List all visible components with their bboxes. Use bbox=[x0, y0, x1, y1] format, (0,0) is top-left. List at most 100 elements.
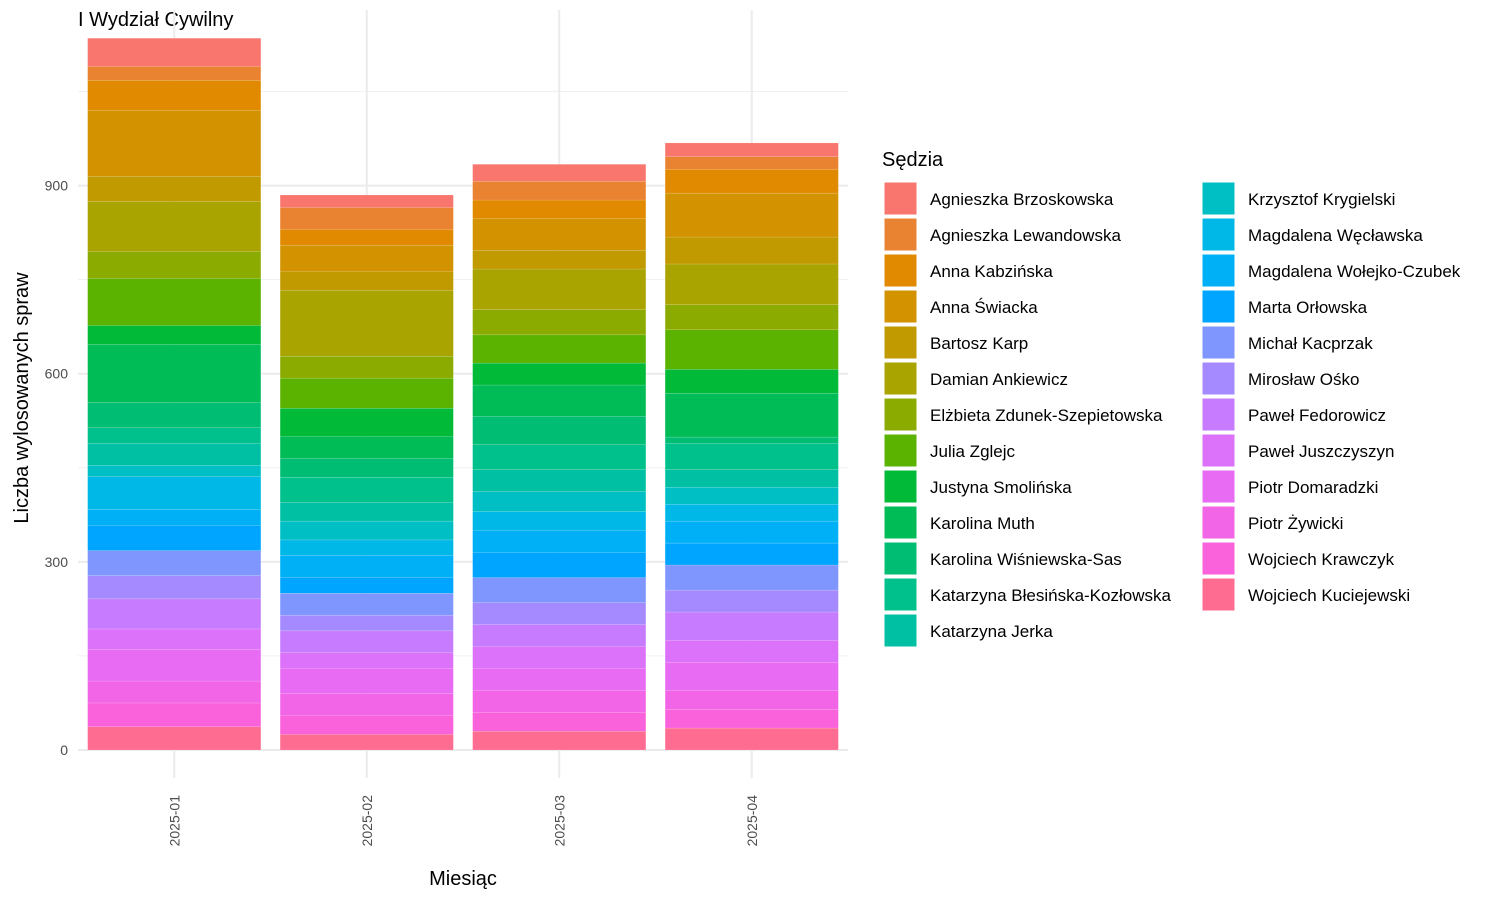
bar-segment bbox=[87, 110, 262, 177]
legend-key bbox=[883, 289, 918, 324]
bar-segment bbox=[664, 169, 839, 194]
x-tick-label: 2025-04 bbox=[744, 795, 760, 847]
legend-key bbox=[1201, 217, 1236, 252]
bar-segment bbox=[87, 525, 262, 551]
bar-segment bbox=[472, 334, 647, 364]
legend-label: Bartosz Karp bbox=[930, 334, 1028, 353]
legend-key bbox=[1201, 289, 1236, 324]
bar-segment bbox=[279, 734, 454, 751]
bar-segment bbox=[87, 550, 262, 576]
legend-key bbox=[1201, 541, 1236, 576]
bar-segment bbox=[279, 436, 454, 459]
bar-segment bbox=[279, 377, 454, 409]
bar-segment bbox=[279, 502, 454, 522]
legend-key bbox=[883, 469, 918, 504]
bar-segment bbox=[87, 38, 262, 67]
bar-segment bbox=[664, 392, 839, 438]
legend-label: Karolina Wiśniewska-Sas bbox=[930, 550, 1122, 569]
bar-segment bbox=[87, 443, 262, 466]
bar-segment bbox=[664, 640, 839, 663]
bar-segment bbox=[472, 624, 647, 647]
legend-key bbox=[1201, 397, 1236, 432]
y-axis-title: Liczba wylosowanych spraw bbox=[11, 272, 33, 524]
bar-segment bbox=[472, 444, 647, 470]
bar-segment bbox=[664, 662, 839, 691]
legend-label: Magdalena Węcławska bbox=[1248, 226, 1423, 245]
x-tick-label: 2025-03 bbox=[551, 795, 567, 847]
y-tick-label: 600 bbox=[45, 366, 69, 382]
legend-label: Katarzyna Błesińska-Kozłowska bbox=[930, 586, 1171, 605]
legend-key bbox=[1201, 469, 1236, 504]
bar-segment bbox=[279, 229, 454, 246]
legend-key bbox=[1201, 505, 1236, 540]
bar-segment bbox=[472, 602, 647, 625]
bar-segment bbox=[87, 325, 262, 345]
bar-segment bbox=[472, 690, 647, 713]
bar-segment bbox=[279, 614, 454, 632]
bar-segment bbox=[664, 503, 839, 522]
legend-key bbox=[883, 217, 918, 252]
legend-key bbox=[1201, 253, 1236, 288]
legend-label: Piotr Żywicki bbox=[1248, 514, 1343, 533]
legend-label: Justyna Smolińska bbox=[930, 478, 1072, 497]
legend-label: Marta Orłowska bbox=[1248, 298, 1368, 317]
bar-segment bbox=[472, 181, 647, 201]
bar-segment bbox=[472, 730, 647, 751]
bar-segment bbox=[472, 268, 647, 310]
bar-segment bbox=[664, 142, 839, 157]
bar-segment bbox=[664, 487, 839, 505]
y-tick-label: 900 bbox=[45, 178, 69, 194]
legend-label: Julia Zglejc bbox=[930, 442, 1016, 461]
bar-segment bbox=[279, 458, 454, 478]
bar-segment bbox=[87, 251, 262, 279]
bar-segment bbox=[664, 690, 839, 710]
bar-segment bbox=[87, 575, 262, 600]
x-axis-title: Miesiąc bbox=[429, 868, 497, 890]
bar-segment bbox=[664, 443, 839, 470]
legend-key bbox=[883, 325, 918, 360]
legend: Sędzia Agnieszka Brzoskowska Agnieszka Le… bbox=[882, 149, 1461, 648]
legend-label: Paweł Fedorowicz bbox=[1248, 406, 1386, 425]
legend-label: Magdalena Wołejko-Czubek bbox=[1248, 262, 1461, 281]
bar-segment bbox=[472, 469, 647, 492]
legend-key bbox=[883, 433, 918, 468]
y-tick-label: 300 bbox=[45, 554, 69, 570]
bar-segment bbox=[87, 402, 262, 428]
bar-segment bbox=[664, 520, 839, 544]
legend-key bbox=[1201, 325, 1236, 360]
bar-segment bbox=[87, 175, 262, 202]
bar-segment bbox=[472, 362, 647, 386]
bar-segment bbox=[664, 469, 839, 488]
bar-segment bbox=[279, 244, 454, 272]
legend-key bbox=[883, 181, 918, 216]
legend-key bbox=[883, 505, 918, 540]
bar-segment bbox=[472, 646, 647, 669]
legend-label: Paweł Juszczyszyn bbox=[1248, 442, 1394, 461]
bar-segment bbox=[279, 593, 454, 616]
legend-key bbox=[883, 613, 918, 648]
legend-key bbox=[883, 541, 918, 576]
bar-segment bbox=[87, 427, 262, 444]
bar-segment bbox=[472, 309, 647, 336]
bar-segment bbox=[664, 369, 839, 394]
legend-key bbox=[1201, 433, 1236, 468]
legend-label: Katarzyna Jerka bbox=[930, 622, 1053, 641]
bar-segment bbox=[472, 552, 647, 578]
bar-segment bbox=[664, 436, 839, 444]
bar-segment bbox=[279, 290, 454, 357]
bar-segment bbox=[664, 192, 839, 238]
x-tick-label: 2025-02 bbox=[359, 795, 375, 847]
bar-segment bbox=[87, 649, 262, 682]
bar-segment bbox=[472, 668, 647, 691]
bar-segment bbox=[472, 384, 647, 417]
bar-segment bbox=[87, 201, 262, 252]
axes: 0 300 600 900 2025-01 2025-02 2025-03 2025-04 bbox=[45, 178, 760, 847]
bar-segment bbox=[87, 344, 262, 403]
bar-segment bbox=[664, 727, 839, 751]
bar-segment bbox=[664, 304, 839, 331]
bar-segment bbox=[279, 630, 454, 653]
legend-key bbox=[883, 253, 918, 288]
bar-segment bbox=[664, 709, 839, 729]
bar-segment bbox=[279, 520, 454, 541]
bar-segment bbox=[664, 329, 839, 370]
